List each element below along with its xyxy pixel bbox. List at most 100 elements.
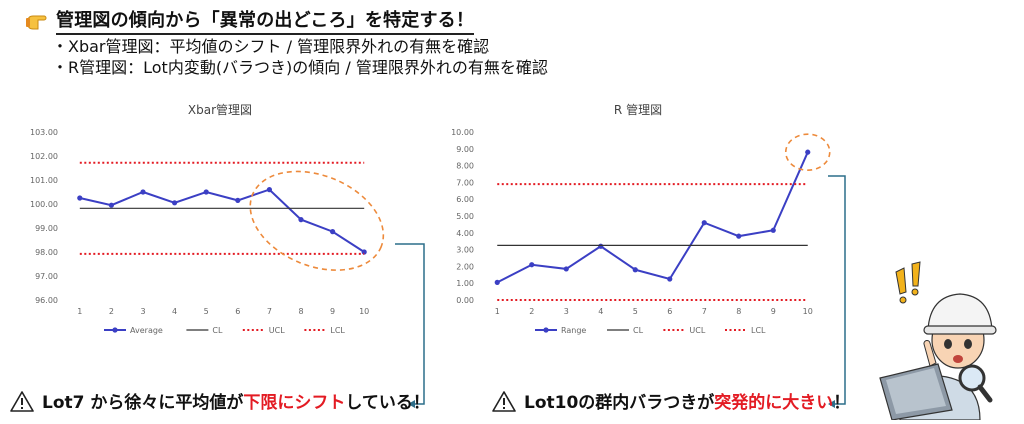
legend-item-range: Range bbox=[535, 326, 586, 335]
data-point bbox=[494, 279, 500, 285]
series-average-line bbox=[79, 188, 365, 253]
x-tick-label: 6 bbox=[667, 307, 672, 316]
y-tick-label: 101.00 bbox=[30, 176, 58, 185]
legend-label: Range bbox=[561, 326, 586, 335]
y-tick-label: 99.00 bbox=[35, 224, 58, 233]
legend-item-average: Average bbox=[104, 326, 163, 335]
x-tick-label: 4 bbox=[598, 307, 603, 316]
x-tick-label: 3 bbox=[140, 307, 145, 316]
chart-title: R 管理図 bbox=[614, 102, 662, 117]
data-point bbox=[330, 229, 336, 235]
note-xbar: Lot7 から徐々に平均値が下限にシフトしている！ bbox=[10, 388, 430, 413]
x-tick-label: 4 bbox=[172, 307, 177, 316]
data-point bbox=[667, 276, 673, 282]
y-tick-label: 5.00 bbox=[456, 212, 474, 221]
legend-item-ucl: UCL bbox=[242, 326, 285, 335]
note-r: Lot10の群内バラつきが突発的に大きい！ bbox=[492, 388, 850, 413]
legend-marker bbox=[112, 327, 118, 333]
note-r-emphasis: 突発的に大きい bbox=[714, 393, 834, 413]
data-point bbox=[140, 189, 146, 195]
legend-label: CL bbox=[633, 326, 644, 335]
heading: 管理図の傾向から「異常の出どころ」を特定する！ bbox=[26, 6, 475, 35]
legend-item-lcl: LCL bbox=[725, 326, 766, 335]
x-tick-label: 10 bbox=[803, 307, 813, 316]
y-tick-label: 97.00 bbox=[35, 272, 58, 281]
engineer-with-magnifier-icon bbox=[879, 261, 997, 420]
data-point bbox=[298, 217, 304, 223]
series-range-line bbox=[496, 151, 809, 284]
x-tick-label: 9 bbox=[771, 307, 776, 316]
highlight-ellipse bbox=[784, 133, 831, 171]
y-tick-label: 9.00 bbox=[456, 145, 474, 154]
data-point bbox=[563, 266, 569, 272]
warning-icon bbox=[10, 390, 34, 412]
data-point bbox=[108, 202, 114, 208]
note-xbar-pre: Lot7 から徐々に平均値が bbox=[42, 393, 244, 413]
data-point bbox=[736, 233, 742, 239]
bullet-r: ・R管理図：Lot内変動(バラつき)の傾向 / 管理限界外れの有無を確認 bbox=[52, 58, 548, 77]
y-tick-label: 103.00 bbox=[30, 128, 58, 137]
y-tick-label: 4.00 bbox=[456, 229, 474, 238]
data-point bbox=[77, 195, 83, 201]
x-tick-label: 5 bbox=[204, 307, 209, 316]
data-point bbox=[266, 187, 272, 193]
data-point bbox=[361, 249, 367, 255]
data-point bbox=[172, 200, 178, 206]
legend-label: Average bbox=[130, 326, 163, 335]
y-tick-label: 100.00 bbox=[30, 200, 58, 209]
xbar-chart: Xbar管理図 96.00 97.00 98.00 99.00 100.00 101.00 1… bbox=[20, 98, 400, 343]
y-tick-label: 6.00 bbox=[456, 195, 474, 204]
y-tick-label: 0.00 bbox=[456, 296, 474, 305]
y-tick-label: 2.00 bbox=[456, 262, 474, 271]
data-point bbox=[235, 197, 241, 203]
data-point bbox=[529, 262, 535, 268]
x-tick-label: 10 bbox=[359, 307, 369, 316]
legend-label: UCL bbox=[269, 326, 285, 335]
data-point bbox=[203, 189, 209, 195]
legend-label: CL bbox=[212, 326, 223, 335]
x-tick-label: 8 bbox=[736, 307, 741, 316]
x-tick-label: 9 bbox=[330, 307, 335, 316]
x-tick-label: 3 bbox=[564, 307, 569, 316]
bullet-list: ・Xbar管理図：平均値のシフト / 管理限界外れの有無を確認 ・R管理図：Lo… bbox=[52, 36, 548, 78]
x-tick-label: 2 bbox=[109, 307, 114, 316]
chart-title: Xbar管理図 bbox=[188, 102, 252, 117]
y-tick-label: 98.00 bbox=[35, 248, 58, 257]
data-point bbox=[701, 220, 707, 226]
note-xbar-emphasis: 下限にシフト bbox=[243, 393, 346, 413]
legend-marker bbox=[543, 327, 549, 333]
x-tick-label: 2 bbox=[529, 307, 534, 316]
legend-item-cl: CL bbox=[186, 326, 223, 335]
x-tick-label: 1 bbox=[77, 307, 82, 316]
note-r-post: ！ bbox=[833, 393, 851, 413]
connector-xbar-arrowhead bbox=[408, 400, 415, 408]
warning-icon bbox=[492, 390, 516, 412]
y-tick-label: 8.00 bbox=[456, 162, 474, 171]
connector-r bbox=[828, 175, 846, 405]
connector-xbar bbox=[395, 243, 425, 405]
page-title: 管理図の傾向から「異常の出どころ」を特定する！ bbox=[56, 6, 475, 35]
connector-r-arrowhead bbox=[828, 400, 835, 408]
y-tick-label: 102.00 bbox=[30, 152, 58, 161]
x-tick-label: 7 bbox=[702, 307, 707, 316]
note-r-pre: Lot10の群内バラつきが bbox=[524, 393, 715, 413]
pointing-hand-icon bbox=[26, 15, 47, 29]
y-tick-label: 7.00 bbox=[456, 178, 474, 187]
x-tick-label: 5 bbox=[633, 307, 638, 316]
y-tick-label: 1.00 bbox=[456, 279, 474, 288]
x-tick-label: 1 bbox=[495, 307, 500, 316]
note-xbar-post: している！ bbox=[345, 393, 430, 413]
r-chart: R 管理図 0.00 1.00 2.00 3.00 4.00 5.00 6.00 7.00 8.0… bbox=[440, 98, 840, 343]
y-tick-label: 96.00 bbox=[35, 296, 58, 305]
legend-label: LCL bbox=[751, 326, 766, 335]
legend-item-cl: CL bbox=[607, 326, 644, 335]
highlight-ellipse bbox=[249, 170, 385, 271]
y-tick-label: 10.00 bbox=[451, 128, 474, 137]
data-point bbox=[805, 149, 811, 155]
x-tick-label: 8 bbox=[298, 307, 303, 316]
y-tick-label: 3.00 bbox=[456, 246, 474, 255]
legend-item-lcl: LCL bbox=[304, 326, 345, 335]
bullet-xbar: ・Xbar管理図：平均値のシフト / 管理限界外れの有無を確認 bbox=[52, 37, 490, 56]
data-point bbox=[770, 227, 776, 233]
